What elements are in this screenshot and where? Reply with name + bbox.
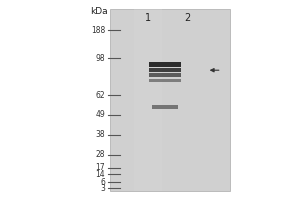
- Text: 98: 98: [96, 54, 105, 63]
- Text: 1: 1: [145, 13, 151, 23]
- Text: 38: 38: [96, 130, 105, 139]
- Bar: [149, 62, 181, 67]
- Text: 62: 62: [96, 91, 105, 100]
- Bar: [110, 9, 230, 191]
- Bar: [149, 73, 181, 77]
- Text: kDa: kDa: [91, 7, 108, 16]
- Bar: [134, 9, 162, 191]
- Text: 17: 17: [96, 163, 105, 172]
- Text: 28: 28: [96, 150, 105, 159]
- Text: 188: 188: [91, 26, 105, 35]
- Text: 2: 2: [185, 13, 191, 23]
- Text: 49: 49: [95, 110, 105, 119]
- Text: 3: 3: [100, 184, 105, 193]
- Text: 14: 14: [96, 170, 105, 179]
- Bar: [149, 79, 181, 82]
- Bar: [149, 68, 181, 72]
- Bar: [152, 105, 178, 109]
- Text: 6: 6: [100, 178, 105, 187]
